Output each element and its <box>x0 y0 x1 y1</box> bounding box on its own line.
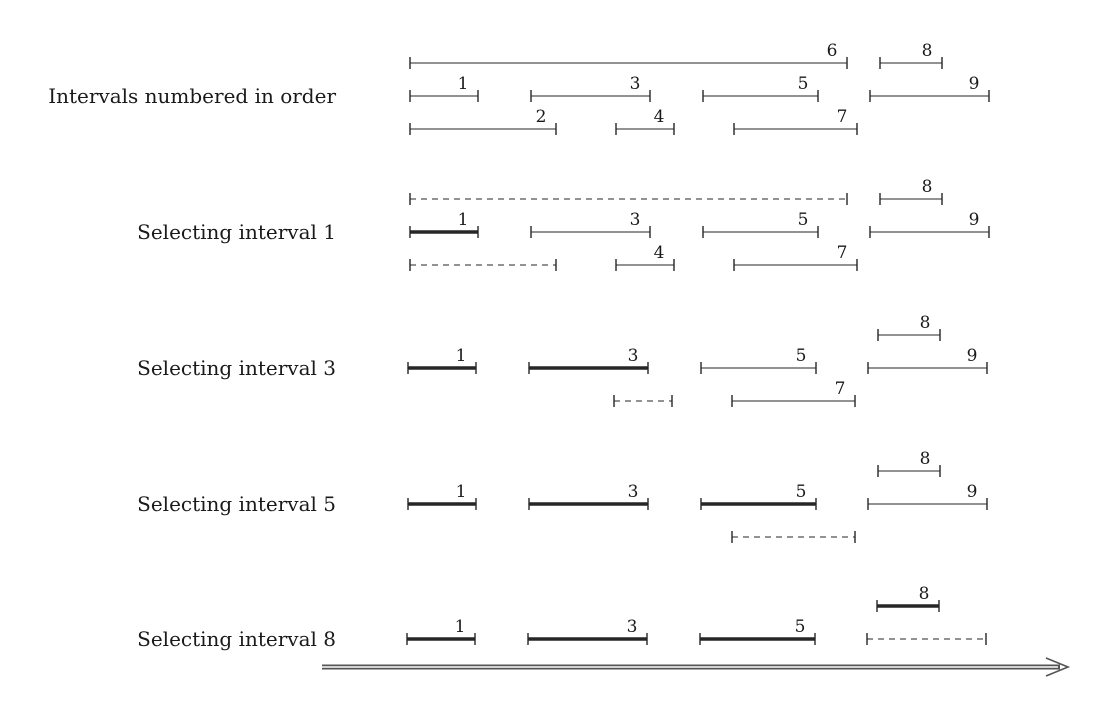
row-label: Selecting interval 1 <box>137 220 336 244</box>
interval-number: 1 <box>456 346 467 366</box>
time-axis-arrowhead <box>1045 657 1071 677</box>
interval-8-selected: 8 <box>876 584 940 612</box>
interval-8-normal: 8 <box>877 313 941 341</box>
interval-7-normal: 7 <box>733 107 858 135</box>
interval-5-normal: 5 <box>702 210 819 238</box>
interval-number: 4 <box>654 107 665 127</box>
interval-number: 9 <box>969 74 980 94</box>
interval-5-selected: 5 <box>700 482 817 510</box>
interval-6-removed <box>409 193 848 205</box>
interval-5-selected: 5 <box>699 617 816 645</box>
row-label: Selecting interval 8 <box>137 627 336 651</box>
interval-9-removed <box>866 633 987 645</box>
interval-number: 9 <box>969 210 980 230</box>
interval-1-selected: 1 <box>407 346 477 374</box>
interval-number: 3 <box>630 74 641 94</box>
interval-number: 4 <box>654 243 665 263</box>
interval-number: 5 <box>795 617 806 637</box>
interval-1-normal: 1 <box>409 74 479 102</box>
row-label: Selecting interval 3 <box>137 356 336 380</box>
row-label: Intervals numbered in order <box>48 84 336 108</box>
interval-number: 9 <box>967 346 978 366</box>
interval-9-normal: 9 <box>867 482 988 510</box>
interval-number: 3 <box>628 482 639 502</box>
interval-8-normal: 8 <box>879 41 943 69</box>
interval-number: 7 <box>837 107 848 127</box>
interval-9-normal: 9 <box>869 210 990 238</box>
interval-6-normal: 6 <box>409 41 848 69</box>
row-4: Selecting interval 5 8 1 3 5 9 <box>137 449 988 543</box>
interval-7-removed <box>731 531 856 543</box>
interval-7-normal: 7 <box>731 379 856 407</box>
interval-number: 5 <box>798 74 809 94</box>
row-1: Intervals numbered in order 6 8 1 3 5 9 2 4 7 <box>48 41 990 135</box>
row-3: Selecting interval 381 3 5 97 <box>137 313 988 407</box>
interval-number: 7 <box>837 243 848 263</box>
interval-3-normal: 3 <box>530 74 651 102</box>
interval-number: 1 <box>455 617 466 637</box>
interval-number: 8 <box>920 449 931 469</box>
time-axis <box>322 657 1071 677</box>
interval-4-normal: 4 <box>615 107 675 135</box>
interval-9-normal: 9 <box>869 74 990 102</box>
interval-number: 5 <box>796 346 807 366</box>
interval-number: 7 <box>835 379 846 399</box>
interval-number: 2 <box>536 107 547 127</box>
interval-number: 5 <box>798 210 809 230</box>
interval-number: 8 <box>922 177 933 197</box>
interval-4-normal: 4 <box>615 243 675 271</box>
interval-number: 6 <box>827 41 838 61</box>
interval-number: 1 <box>458 74 469 94</box>
interval-3-selected: 3 <box>528 482 649 510</box>
interval-number: 3 <box>627 617 638 637</box>
row-5: Selecting interval 8 8 1 3 5 <box>137 584 987 651</box>
interval-8-normal: 8 <box>877 449 941 477</box>
interval-number: 8 <box>920 313 931 333</box>
interval-number: 5 <box>796 482 807 502</box>
interval-7-normal: 7 <box>733 243 858 271</box>
interval-1-selected: 1 <box>409 210 479 238</box>
interval-number: 3 <box>628 346 639 366</box>
interval-number: 3 <box>630 210 641 230</box>
row-2: Selecting interval 1 8 1 3 5 9 4 7 <box>137 177 990 271</box>
interval-3-selected: 3 <box>527 617 648 645</box>
interval-3-selected: 3 <box>528 346 649 374</box>
interval-number: 9 <box>967 482 978 502</box>
interval-2-removed <box>409 259 557 271</box>
interval-3-normal: 3 <box>530 210 651 238</box>
interval-number: 8 <box>919 584 930 604</box>
interval-1-selected: 1 <box>406 617 476 645</box>
interval-number: 8 <box>922 41 933 61</box>
interval-5-normal: 5 <box>702 74 819 102</box>
interval-9-normal: 9 <box>867 346 988 374</box>
row-label: Selecting interval 5 <box>137 492 336 516</box>
interval-5-normal: 5 <box>700 346 817 374</box>
interval-4-removed <box>613 395 673 407</box>
interval-2-normal: 2 <box>409 107 557 135</box>
interval-8-normal: 8 <box>879 177 943 205</box>
interval-number: 1 <box>456 482 467 502</box>
interval-1-selected: 1 <box>407 482 477 510</box>
interval-number: 1 <box>458 210 469 230</box>
